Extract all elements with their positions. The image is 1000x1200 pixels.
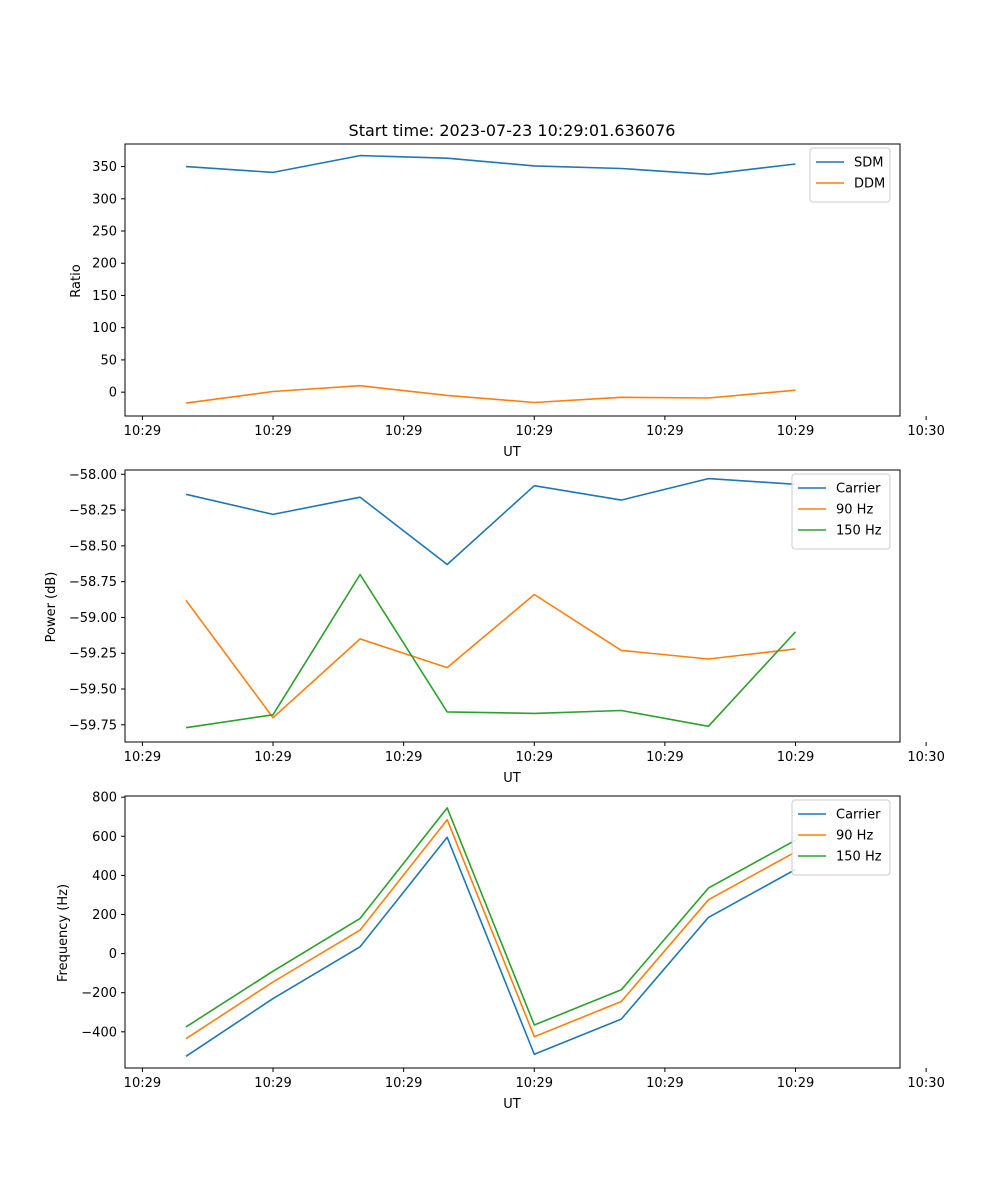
ratio-panel: Start time: 2023-07-23 10:29:01.636076 U… (69, 121, 945, 460)
y-tick-label: −59.50 (69, 683, 117, 698)
series-line-ddm (185, 384, 796, 404)
x-tick-label: 10:29 (385, 1076, 422, 1091)
x-tick-label: 10:29 (777, 1076, 814, 1091)
x-tick-label: 10:30 (907, 424, 944, 439)
x-tick-label: 10:29 (646, 1076, 683, 1091)
series-line-150-hz (185, 807, 796, 1028)
y-tick-label: 400 (92, 869, 117, 884)
x-axis-label: UT (503, 445, 521, 460)
y-tick-label: 100 (92, 321, 117, 336)
y-tick-label: 200 (92, 257, 117, 272)
legend-label: SDM (854, 156, 883, 171)
y-axis-label: Ratio (69, 264, 84, 297)
series-line-150-hz (185, 573, 797, 729)
x-tick-label: 10:29 (516, 750, 553, 765)
series-line-carrier (185, 477, 796, 566)
x-tick-label: 10:29 (646, 750, 683, 765)
legend: Carrier 90 Hz 150 Hz (791, 473, 891, 550)
y-tick-label: −58.50 (69, 539, 117, 554)
y-tick-label: 0 (109, 386, 117, 401)
y-tick-label: 300 (92, 192, 117, 207)
y-tick-label: −58.00 (69, 468, 117, 483)
frequency-panel: UT Frequency (Hz) 10:29 10:29 10:29 10:29 10… (56, 791, 945, 1112)
y-tick-label: 800 (92, 791, 117, 806)
series-line-90-hz (185, 593, 796, 719)
y-axis-label: Power (dB) (44, 572, 59, 643)
legend-label: 90 Hz (836, 829, 873, 844)
x-tick-label: 10:29 (124, 750, 161, 765)
legend-label: 150 Hz (836, 524, 882, 539)
legend-label: Carrier (836, 482, 881, 497)
x-tick-label: 10:29 (516, 1076, 553, 1091)
plot-frame (124, 795, 901, 1069)
legend: Carrier 90 Hz 150 Hz (791, 799, 891, 876)
plot-frame (124, 469, 901, 743)
x-tick-label: 10:29 (254, 424, 291, 439)
y-tick-label: −59.75 (69, 718, 117, 733)
y-tick-label: −58.25 (69, 504, 117, 519)
legend-label: 90 Hz (836, 503, 873, 518)
x-tick-label: 10:29 (124, 1076, 161, 1091)
legend-label: 150 Hz (836, 850, 882, 865)
x-tick-label: 10:30 (907, 1076, 944, 1091)
y-tick-label: −59.25 (69, 647, 117, 662)
legend-label: DDM (854, 177, 885, 192)
series-line-sdm (185, 154, 796, 176)
y-tick-label: 350 (92, 160, 117, 175)
x-tick-label: 10:29 (124, 424, 161, 439)
x-tick-label: 10:29 (254, 750, 291, 765)
power-panel: UT Power (dB) 10:29 10:29 10:29 10:29 10:29 1… (44, 468, 945, 786)
x-tick-label: 10:29 (385, 750, 422, 765)
x-axis-label: UT (503, 1097, 521, 1112)
legend-label: Carrier (836, 808, 881, 823)
x-tick-label: 10:29 (385, 424, 422, 439)
y-tick-label: 200 (92, 908, 117, 923)
x-axis-label: UT (503, 771, 521, 786)
y-tick-label: 150 (92, 289, 117, 304)
x-tick-label: 10:30 (907, 750, 944, 765)
y-tick-label: −58.75 (69, 575, 117, 590)
x-tick-label: 10:29 (646, 424, 683, 439)
legend: SDM DDM (809, 147, 891, 203)
x-tick-label: 10:29 (777, 424, 814, 439)
plot-frame (124, 143, 901, 417)
y-tick-label: −200 (81, 986, 117, 1001)
x-tick-label: 10:29 (777, 750, 814, 765)
y-axis-label: Frequency (Hz) (56, 884, 71, 982)
series-line-carrier (185, 836, 796, 1057)
series-line-90-hz (185, 818, 796, 1040)
y-tick-label: −400 (81, 1025, 117, 1040)
y-tick-label: 600 (92, 830, 117, 845)
y-tick-label: −59.00 (69, 611, 117, 626)
x-tick-label: 10:29 (254, 1076, 291, 1091)
y-tick-label: 50 (100, 353, 117, 368)
y-tick-label: 250 (92, 225, 117, 240)
chart-title: Start time: 2023-07-23 10:29:01.636076 (349, 121, 676, 140)
x-tick-label: 10:29 (516, 424, 553, 439)
y-tick-label: 0 (109, 947, 117, 962)
